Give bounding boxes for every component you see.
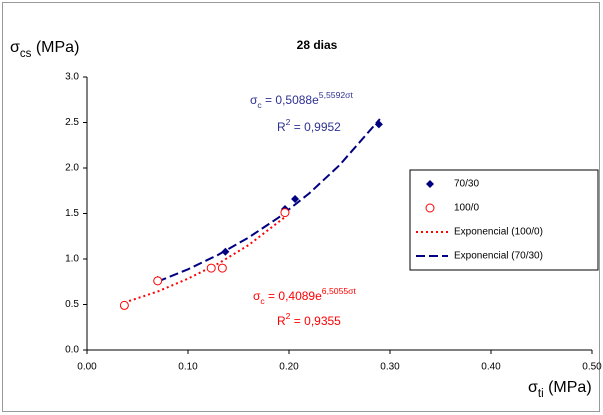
text-part: = 0,4089e	[265, 289, 322, 303]
y-tick-label: 1.5	[65, 208, 79, 219]
diamond-marker	[221, 247, 230, 256]
legend-marker	[425, 203, 435, 213]
legend-box	[409, 169, 599, 271]
circle-marker	[217, 263, 227, 273]
x-tick-label: 0.10	[178, 362, 198, 373]
text-part: (MPa)	[544, 379, 592, 396]
diamond-marker	[374, 120, 383, 129]
text-part: 6,5055σt	[322, 286, 357, 296]
y-tick-label: 1.0	[65, 254, 79, 265]
x-tick-label: 0.20	[279, 362, 299, 373]
y-tick-label: 2.0	[65, 163, 79, 174]
text-part: c	[257, 100, 262, 110]
text-part: R	[277, 120, 286, 134]
r-squared: R2 = 0,9952	[277, 117, 341, 134]
x-tick-label: 0.50	[582, 362, 602, 373]
circle-marker	[206, 263, 216, 273]
r-squared: R2 = 0,9355	[277, 311, 341, 328]
y-tick-label: 3.0	[65, 72, 79, 83]
text-part: (MPa)	[31, 39, 79, 56]
trendline	[157, 118, 381, 283]
y-tick-label: 0.0	[65, 345, 79, 356]
y-tick-label: 2.5	[65, 117, 79, 128]
text-part: = 0,9355	[290, 314, 341, 328]
y-axis-label: σcs (MPa)	[10, 39, 79, 60]
equation: σc = 0,5088e5,5592σt	[250, 90, 353, 110]
text-part: = 0,9952	[290, 120, 341, 134]
text-part: R	[277, 314, 286, 328]
text-part: 2	[286, 311, 291, 321]
diamond-marker	[291, 194, 300, 203]
text-part: = 0,5088e	[262, 93, 319, 107]
trendline	[124, 216, 286, 304]
legend-label: Exponencial (100/0)	[454, 227, 543, 238]
legend-label: Exponencial (70/30)	[454, 251, 543, 262]
text-part: σ	[10, 39, 20, 56]
text-part: σ	[528, 379, 538, 396]
text-part: σ	[253, 289, 261, 303]
legend-label: 100/0	[454, 203, 479, 214]
x-tick-label: 0.30	[380, 362, 400, 373]
x-tick-label: 0.00	[77, 362, 97, 373]
equation: σc = 0,4089e6,5055σt	[253, 286, 356, 306]
text-part: 5,5592σt	[319, 90, 354, 100]
text-part: ti	[538, 388, 544, 400]
text-part: c	[260, 296, 265, 306]
x-tick-label: 0.40	[481, 362, 501, 373]
legend-marker	[426, 180, 434, 188]
circle-marker	[119, 300, 129, 310]
text-part: cs	[20, 48, 32, 60]
circle-marker	[153, 276, 163, 286]
y-tick-label: 0.5	[65, 299, 79, 310]
text-part: σ	[250, 93, 258, 107]
chart-title: 28 dias	[297, 38, 338, 52]
x-axis-label: σti (MPa)	[528, 379, 592, 400]
text-part: 2	[286, 117, 291, 127]
circle-marker	[280, 208, 290, 218]
legend-label: 70/30	[454, 179, 479, 190]
